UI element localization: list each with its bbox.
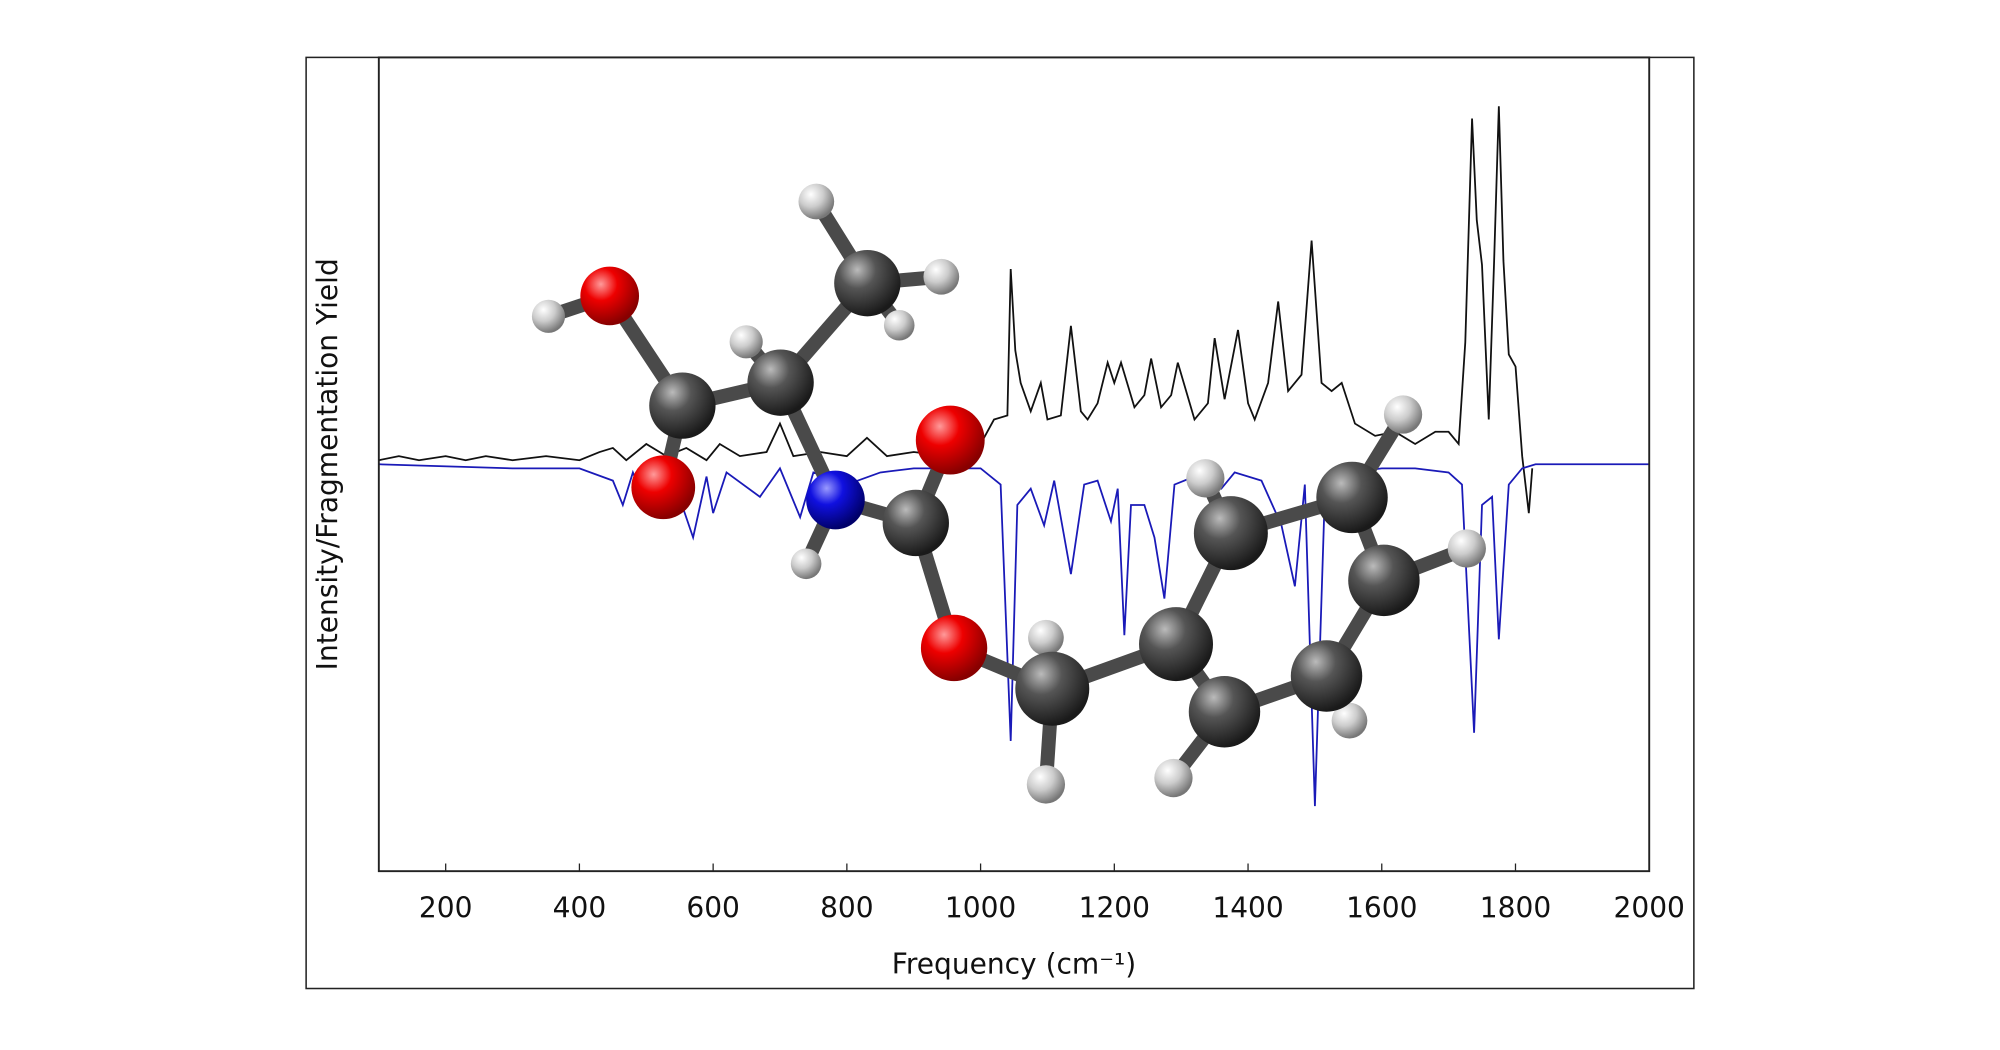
axes-box <box>377 56 1651 873</box>
x-tick-label: 1000 <box>945 891 1016 924</box>
plot-area <box>378 106 1650 807</box>
x-tick-label: 1200 <box>1079 891 1150 924</box>
x-tick-label: 2000 <box>1614 891 1685 924</box>
y-axis-label: Intensity/Fragmentation Yield <box>311 258 344 670</box>
molecule-illustration <box>531 183 1486 804</box>
x-tick-label: 400 <box>553 891 607 924</box>
x-tick-label: 1400 <box>1212 891 1283 924</box>
figure: 200 400 600 800 1000 1200 1400 1600 1800 2000 Fre… <box>305 56 1695 990</box>
x-tick-label: 200 <box>419 891 473 924</box>
x-tick-label: 800 <box>820 891 874 924</box>
x-tick-label: 1600 <box>1346 891 1417 924</box>
spectrum-line <box>378 463 1650 807</box>
x-tick-label: 600 <box>686 891 740 924</box>
spectrum-line <box>378 106 1534 514</box>
outer-frame <box>305 56 1695 990</box>
axes-frame: 200 400 600 800 1000 1200 1400 1600 1800 2000 <box>377 56 1685 924</box>
x-tick-label: 1800 <box>1480 891 1551 924</box>
x-axis-label: Frequency (cm⁻¹) <box>892 948 1136 981</box>
